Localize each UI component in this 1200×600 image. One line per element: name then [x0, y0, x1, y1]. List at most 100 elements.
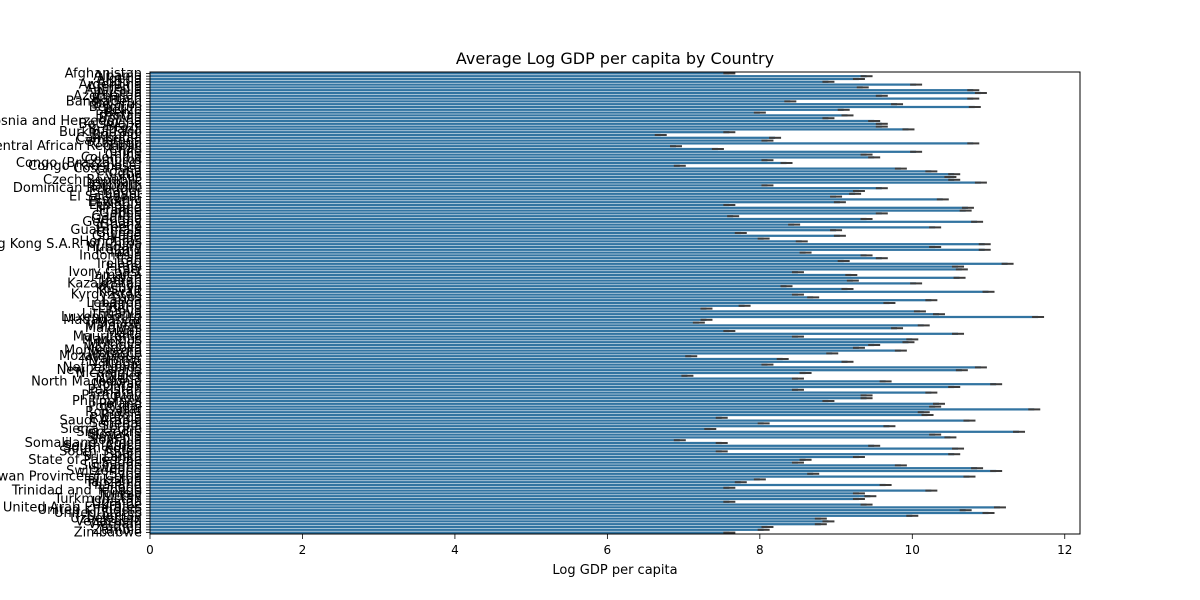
y-tick-label: Oman — [103, 380, 142, 395]
bar — [150, 413, 928, 417]
x-axis-label: Log GDP per capita — [552, 563, 677, 578]
y-tick-label: Panama — [90, 386, 142, 401]
y-tick-label: Jordan — [100, 274, 142, 289]
y-tick-label: United Kingdom — [38, 503, 142, 518]
y-tick-label: Congo (Kinshasa) — [28, 159, 142, 174]
bar — [150, 495, 871, 498]
y-tick-label: Uganda — [92, 495, 142, 510]
y-tick-label: Russia — [100, 408, 142, 423]
bar — [150, 458, 806, 461]
y-tick-label: Netherlands — [63, 360, 142, 375]
x-tick-label: 4 — [451, 543, 459, 557]
bar — [150, 273, 852, 277]
bar — [150, 391, 932, 394]
bar — [150, 262, 1008, 265]
y-tick-label: South Sudan — [59, 444, 142, 459]
y-tick-label: Ghana — [100, 218, 143, 233]
bar — [150, 528, 764, 531]
bar — [150, 114, 848, 117]
y-tick-label: Ethiopia — [89, 198, 142, 213]
y-tick-label: Kosovo — [96, 282, 142, 297]
bar — [150, 119, 875, 123]
y-tick-label: Indonesia — [79, 248, 142, 263]
y-tick-label: Pakistan — [88, 383, 142, 398]
bar — [150, 520, 829, 523]
bar — [150, 310, 920, 313]
x-tick-label: 12 — [1057, 543, 1072, 557]
bar — [150, 147, 718, 151]
y-tick-label: Saudi Arabia — [60, 414, 143, 429]
y-tick-label: Dominican Republic — [13, 181, 142, 196]
y-tick-label: Denmark — [82, 176, 142, 191]
y-tick-label: Bolivia — [99, 111, 142, 126]
y-tick-label: Bulgaria — [88, 122, 142, 137]
y-tick-label: Zambia — [93, 523, 142, 538]
y-tick-label: Mauritania — [73, 330, 142, 345]
bar — [150, 517, 821, 520]
y-tick-label: Armenia — [88, 80, 143, 95]
y-tick-label: Brazil — [106, 120, 142, 135]
y-tick-label: Vietnam — [88, 517, 142, 532]
bar — [150, 416, 722, 419]
y-tick-label: South Africa — [63, 439, 142, 454]
bar — [150, 402, 939, 405]
bar — [150, 161, 787, 165]
y-tick-label: Haiti — [112, 232, 142, 247]
bar — [150, 394, 867, 397]
y-tick-label: Zimbabwe — [74, 526, 142, 541]
x-tick-label: 8 — [756, 543, 764, 557]
y-tick-label: Suriname — [80, 458, 142, 473]
bar — [150, 145, 676, 148]
y-tick-label: Costa Rica — [73, 162, 142, 177]
bar — [150, 377, 798, 380]
bar — [150, 128, 909, 131]
bar — [150, 327, 898, 330]
bar — [150, 91, 981, 95]
y-tick-label: Cameroon — [75, 134, 142, 149]
bar — [150, 427, 711, 431]
y-tick-label: Malawi — [97, 316, 142, 331]
y-tick-label: Chad — [108, 142, 142, 157]
y-tick-label: Nepal — [104, 358, 142, 373]
bar — [150, 360, 848, 363]
bar — [150, 343, 875, 347]
bar — [150, 139, 768, 142]
y-tick-label: Switzerland — [66, 464, 142, 479]
bar — [150, 94, 882, 97]
bar — [150, 408, 1035, 411]
y-tick-label: Bosnia and Herzegovina — [0, 114, 142, 129]
bar — [150, 103, 898, 106]
y-tick-label: Latvia — [102, 293, 142, 308]
bar — [150, 217, 867, 221]
y-tick-label: New Zealand — [57, 363, 142, 378]
bar — [150, 220, 978, 223]
bar — [150, 332, 959, 335]
bar — [150, 89, 974, 92]
bar — [150, 189, 859, 193]
y-tick-label: Turkey — [99, 489, 143, 504]
y-tick-label: Israel — [106, 260, 142, 275]
bar — [150, 125, 882, 128]
x-tick-label: 2 — [299, 543, 307, 557]
y-tick-label: Colombia — [81, 150, 142, 165]
y-tick-label: Iceland — [95, 243, 142, 258]
y-tick-label: Bangladesh — [66, 94, 142, 109]
bar — [150, 279, 853, 282]
bar — [150, 489, 932, 492]
bar — [150, 433, 936, 436]
y-tick-label: Slovenia — [87, 430, 142, 445]
bar — [150, 383, 997, 386]
bar — [150, 153, 867, 156]
y-tick-label: Mongolia — [83, 341, 142, 356]
bar — [150, 117, 829, 120]
bar — [150, 164, 680, 167]
y-tick-label: Venezuela — [75, 514, 142, 529]
bar — [150, 380, 886, 383]
bar — [150, 229, 837, 232]
x-tick-label: 6 — [604, 543, 612, 557]
bar — [150, 523, 821, 526]
bar — [150, 509, 966, 512]
bar — [150, 237, 764, 240]
y-tick-label: Germany — [82, 215, 142, 230]
y-tick-label: Malta — [106, 327, 142, 342]
